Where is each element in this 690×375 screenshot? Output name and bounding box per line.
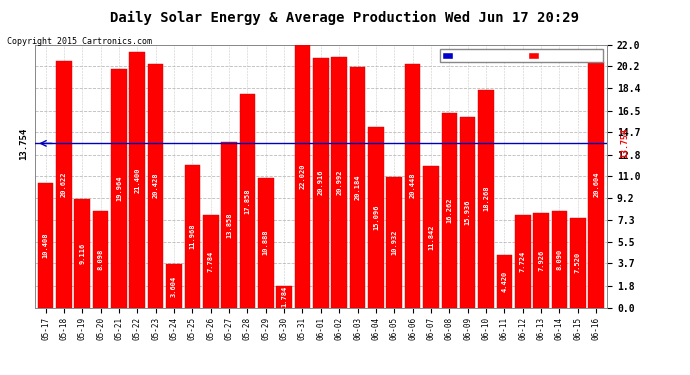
- Bar: [203, 214, 219, 308]
- Text: 20.916: 20.916: [318, 170, 324, 195]
- Text: 9.116: 9.116: [79, 243, 86, 264]
- Bar: [497, 255, 512, 308]
- Bar: [350, 67, 366, 308]
- Text: 13.754: 13.754: [620, 128, 629, 158]
- Text: 16.262: 16.262: [446, 198, 453, 223]
- Text: 7.724: 7.724: [520, 251, 526, 272]
- Bar: [239, 94, 255, 308]
- Bar: [368, 128, 384, 308]
- Text: 11.842: 11.842: [428, 224, 434, 250]
- Text: 8.090: 8.090: [556, 249, 562, 270]
- Text: 15.936: 15.936: [464, 200, 471, 225]
- Text: 13.754: 13.754: [19, 127, 28, 159]
- Bar: [460, 117, 475, 308]
- Bar: [276, 286, 292, 308]
- Text: 3.604: 3.604: [171, 275, 177, 297]
- Bar: [423, 166, 439, 308]
- Text: 15.096: 15.096: [373, 205, 379, 230]
- Bar: [221, 142, 237, 308]
- Bar: [515, 215, 531, 308]
- Bar: [56, 62, 72, 308]
- Text: 17.858: 17.858: [244, 188, 250, 214]
- Bar: [313, 58, 328, 308]
- Text: 19.964: 19.964: [116, 176, 122, 201]
- Bar: [570, 218, 586, 308]
- Bar: [386, 177, 402, 308]
- Bar: [75, 199, 90, 308]
- Text: Copyright 2015 Cartronics.com: Copyright 2015 Cartronics.com: [7, 38, 152, 46]
- Bar: [38, 183, 53, 308]
- Bar: [442, 114, 457, 308]
- Text: 4.420: 4.420: [502, 270, 507, 292]
- Text: 20.428: 20.428: [152, 173, 159, 198]
- Bar: [295, 45, 310, 308]
- Text: 7.784: 7.784: [208, 251, 214, 272]
- Text: 20.448: 20.448: [410, 173, 415, 198]
- Text: 20.622: 20.622: [61, 172, 67, 197]
- Bar: [258, 178, 273, 308]
- Text: 10.408: 10.408: [43, 232, 48, 258]
- Text: 1.784: 1.784: [281, 286, 287, 308]
- Text: 10.932: 10.932: [391, 230, 397, 255]
- Text: 7.926: 7.926: [538, 250, 544, 271]
- Text: 20.604: 20.604: [593, 172, 599, 197]
- Bar: [130, 52, 145, 308]
- Bar: [589, 62, 604, 308]
- Bar: [478, 90, 494, 308]
- Bar: [184, 165, 200, 308]
- Bar: [405, 63, 420, 308]
- Text: 20.184: 20.184: [355, 174, 361, 200]
- Text: Daily Solar Energy & Average Production Wed Jun 17 20:29: Daily Solar Energy & Average Production …: [110, 11, 580, 26]
- Bar: [331, 57, 347, 308]
- Bar: [166, 264, 181, 308]
- Bar: [148, 64, 164, 308]
- Bar: [552, 211, 567, 308]
- Bar: [111, 69, 127, 308]
- Text: 18.268: 18.268: [483, 186, 489, 211]
- Text: 7.520: 7.520: [575, 252, 581, 273]
- Text: 10.888: 10.888: [263, 230, 269, 255]
- Bar: [533, 213, 549, 308]
- Text: 21.400: 21.400: [135, 167, 140, 193]
- Text: 8.098: 8.098: [97, 249, 104, 270]
- Text: 11.968: 11.968: [189, 224, 195, 249]
- Text: 20.992: 20.992: [336, 170, 342, 195]
- Text: 13.858: 13.858: [226, 212, 232, 238]
- Bar: [92, 211, 108, 308]
- Legend: Average  (kWh), Daily  (kWh): Average (kWh), Daily (kWh): [440, 49, 603, 62]
- Text: 22.020: 22.020: [299, 164, 306, 189]
